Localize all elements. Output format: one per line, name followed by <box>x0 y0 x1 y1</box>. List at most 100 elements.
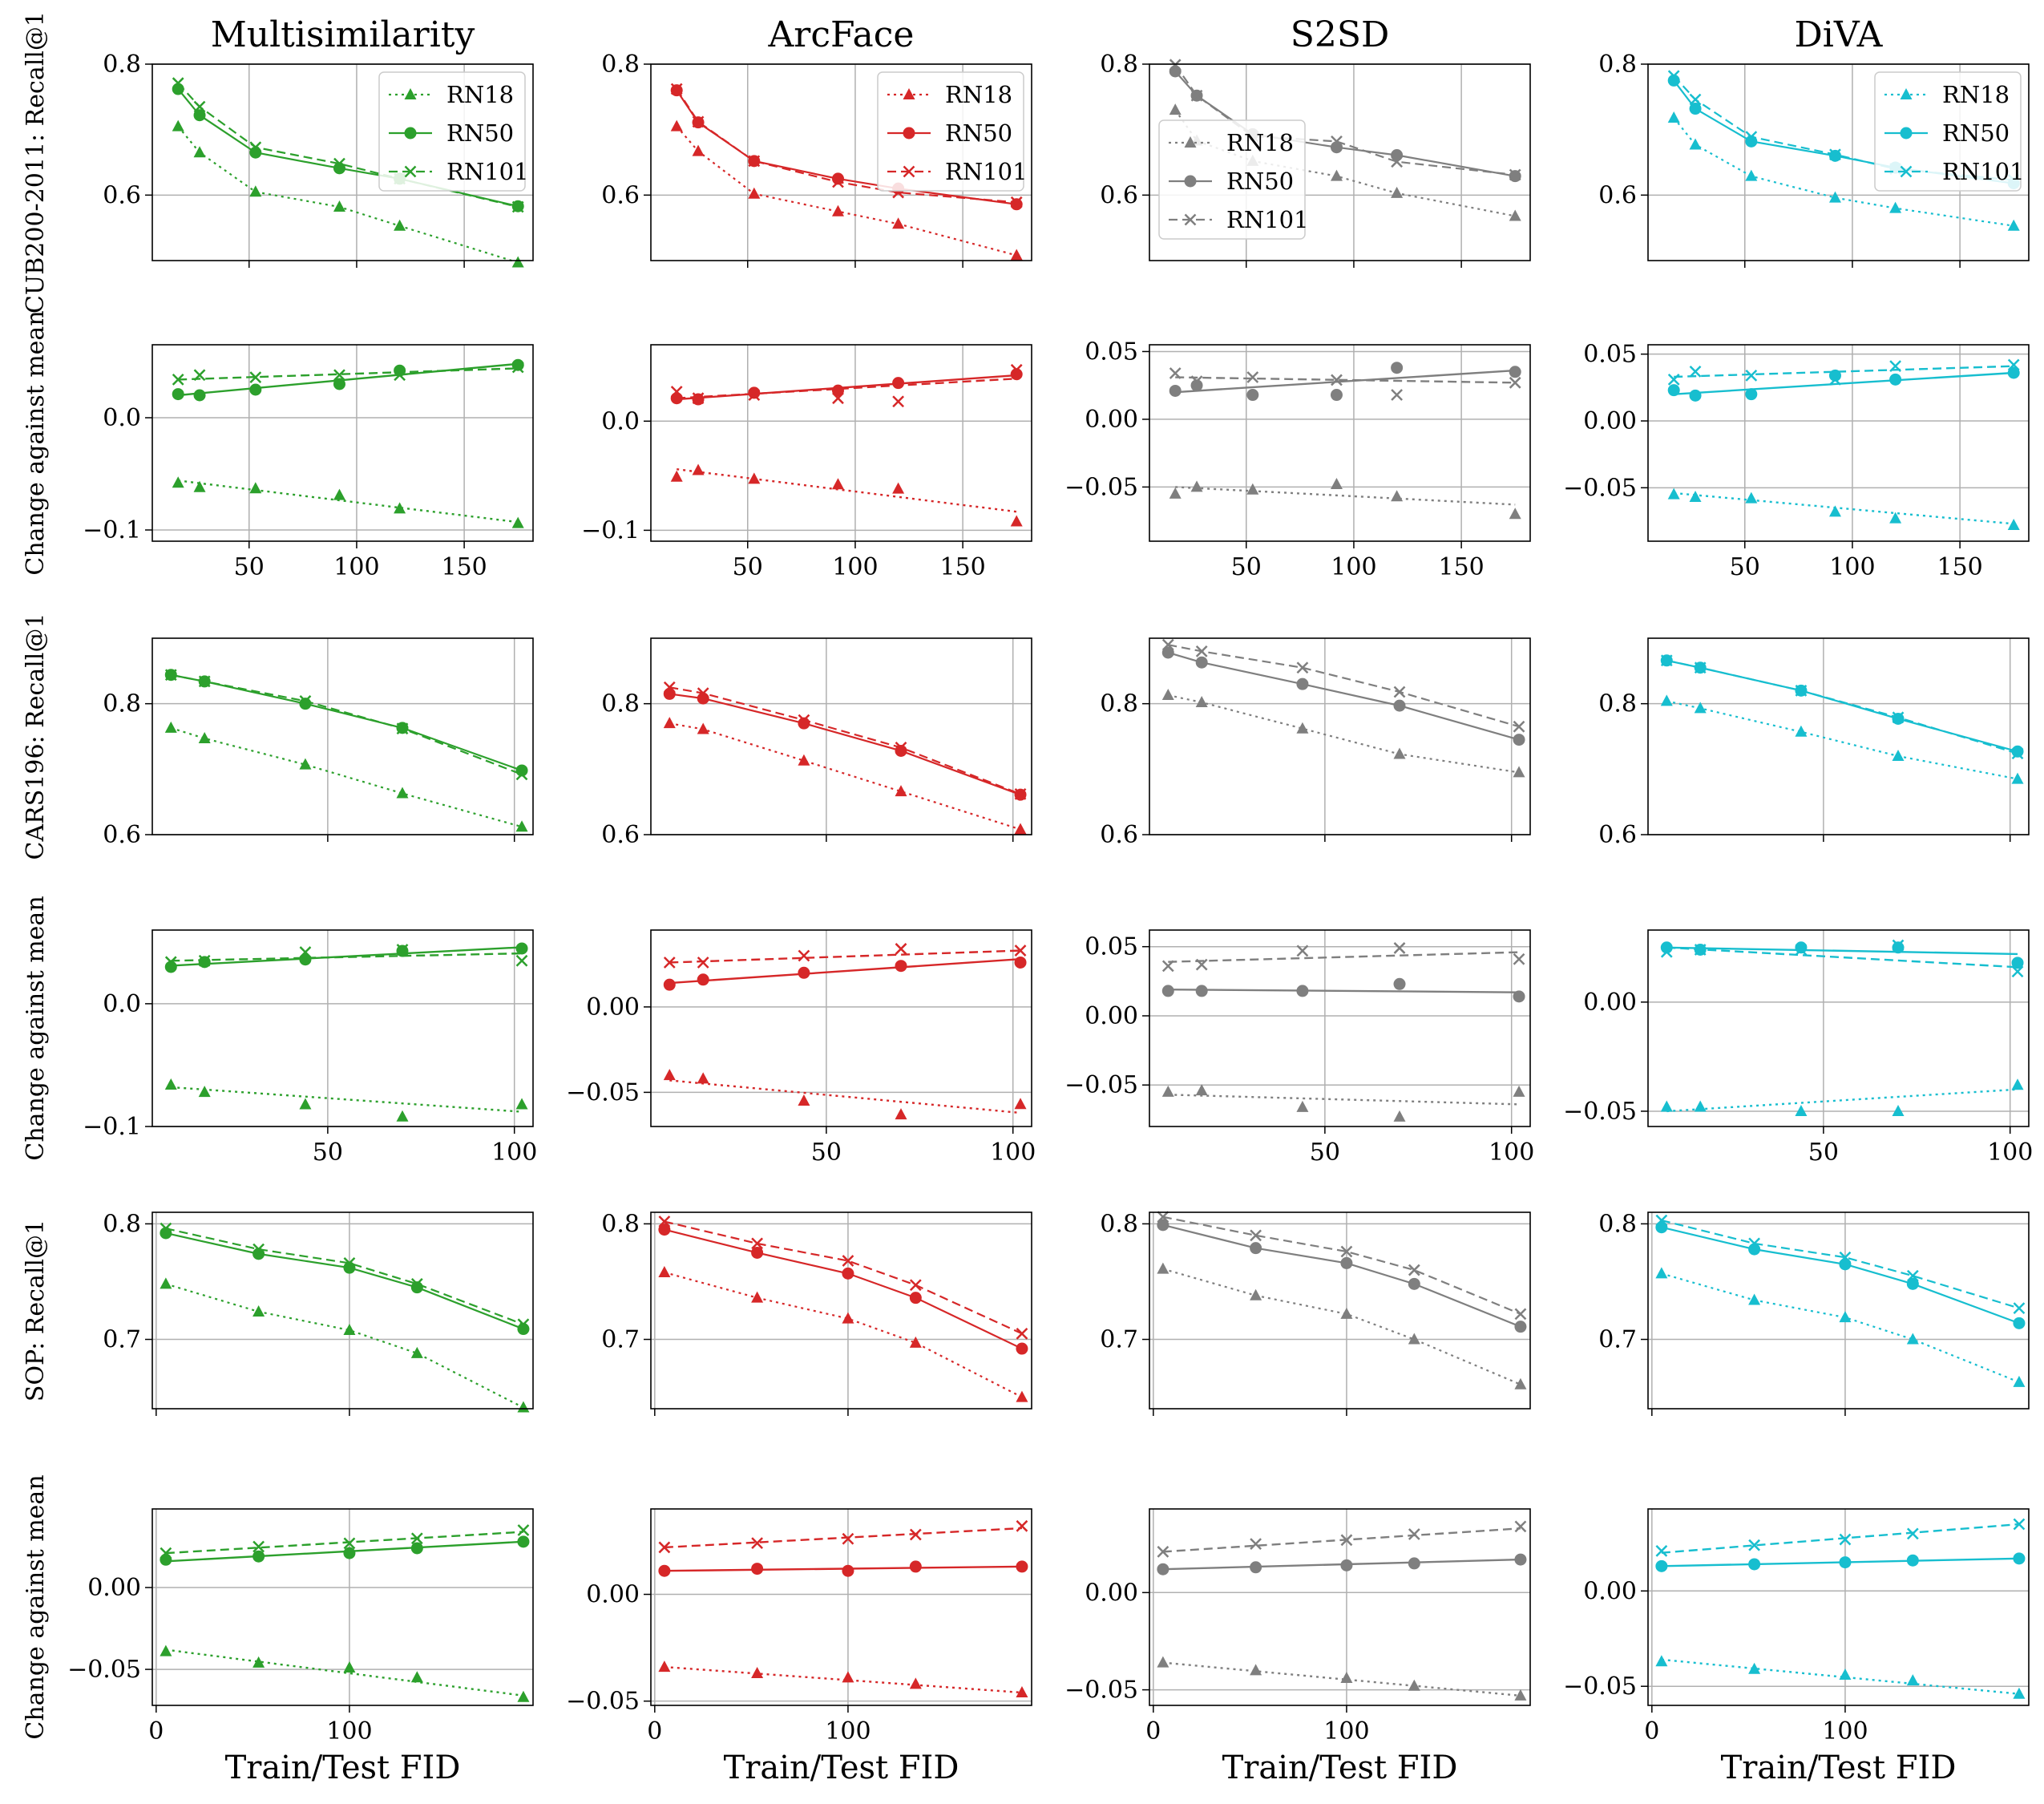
panel-cars196-recall-s2sd: 0.6 0.8 <box>1100 637 1531 849</box>
series-rn50 <box>1161 646 1525 746</box>
data-point-rn18 <box>1660 694 1673 706</box>
series-rn18 <box>670 119 1023 261</box>
axes-frame <box>1647 637 2030 835</box>
data-point-rn18 <box>1393 747 1406 759</box>
panel-cars196-recall-arcface: 0.6 0.8 <box>601 637 1032 849</box>
y-tick-label: 0.6 <box>1100 181 1138 209</box>
data-point-rn101 <box>1689 365 1702 378</box>
y-axis-label: CARS196: Recall@1 <box>22 613 50 860</box>
data-point-rn50 <box>1016 1342 1028 1355</box>
data-point-rn18 <box>892 217 905 229</box>
series-line-rn101 <box>676 88 1017 204</box>
data-point-rn50 <box>1157 1219 1169 1232</box>
data-point-rn101 <box>343 1537 356 1550</box>
legend-marker-rn18 <box>1184 136 1197 148</box>
data-point-rn101 <box>1010 196 1023 208</box>
y-tick-label: −0.05 <box>1064 1677 1138 1705</box>
panel-cars196-change-diva: 50 100 −0.05 0.00 <box>1563 929 2033 1167</box>
fit-line-rn101 <box>1175 376 1516 384</box>
data-point-rn50 <box>1514 1321 1527 1333</box>
data-point-rn18 <box>663 717 676 729</box>
data-point-rn18 <box>670 470 683 482</box>
data-point-rn18 <box>252 1656 265 1668</box>
data-point-rn18 <box>160 1277 172 1289</box>
data-point-rn101 <box>252 1243 265 1256</box>
data-point-rn101 <box>394 369 406 382</box>
series-line-rn101 <box>1162 1215 1521 1315</box>
data-point-rn101 <box>1667 373 1680 386</box>
data-point-rn101 <box>1340 1245 1353 1258</box>
panel-cub200-2011-recall-arcface: 0.6 0.8 RN18 RN50 RN101 <box>601 51 1032 268</box>
fit-line-rn50 <box>1168 988 1520 993</box>
data-point-rn18 <box>249 482 262 494</box>
data-point-rn50 <box>394 364 406 377</box>
x-tick-label: 100 <box>326 1717 372 1745</box>
x-tick-label: 100 <box>825 1717 871 1745</box>
data-point-rn18 <box>751 1291 764 1303</box>
data-point-rn50 <box>909 1560 922 1573</box>
data-point-rn101 <box>1514 1520 1527 1533</box>
data-point-rn101 <box>249 141 262 154</box>
y-tick-label: 0.8 <box>601 1210 640 1238</box>
axes-frame <box>1149 637 1531 835</box>
y-tick-label: 0.8 <box>1598 1210 1637 1238</box>
data-point-rn101 <box>1906 1527 1919 1540</box>
panel-cub200-2011-change-multisimilarity: 50 100 150 −0.1 0.0 Change against mean <box>22 310 534 581</box>
axes-frame <box>151 1211 534 1410</box>
data-point-rn18 <box>1509 209 1521 221</box>
data-point-rn50 <box>1393 699 1406 712</box>
y-tick-label: 0.8 <box>103 690 141 718</box>
data-point-rn50 <box>1340 1559 1353 1571</box>
axes-frame <box>1647 63 2030 261</box>
legend-label-rn101: RN101 <box>1226 206 1309 233</box>
fit-line-rn50 <box>1674 371 2014 395</box>
data-point-rn101 <box>2007 358 2020 371</box>
data-point-rn50 <box>1839 1556 1852 1569</box>
data-point-rn101 <box>299 946 312 958</box>
data-point-rn18 <box>515 1098 528 1110</box>
data-point-rn101 <box>832 392 844 405</box>
series-rn101 <box>1667 358 2020 386</box>
data-point-rn101 <box>198 954 211 967</box>
data-point-rn18 <box>160 1644 172 1656</box>
series-rn101 <box>172 361 524 386</box>
data-point-rn18 <box>1655 1655 1668 1667</box>
legend-label-rn101: RN101 <box>945 158 1028 185</box>
series-rn18 <box>1157 1262 1527 1389</box>
series-line-rn18 <box>1666 700 2018 780</box>
series-rn50 <box>670 368 1023 406</box>
axes-frame <box>650 637 1032 835</box>
y-tick-label: 0.7 <box>1100 1326 1138 1354</box>
data-point-rn50 <box>333 378 345 390</box>
y-axis-label: Change against mean <box>22 896 50 1160</box>
fit-line-rn18 <box>178 479 519 524</box>
data-point-rn18 <box>164 721 177 733</box>
panel-sop-recall-arcface: 0.7 0.8 <box>601 1210 1032 1416</box>
fit-line-rn101 <box>1168 951 1520 963</box>
y-tick-label: 0.0 <box>103 404 141 432</box>
series-rn18 <box>160 1644 530 1702</box>
axes-frame <box>151 929 534 1127</box>
data-point-rn101 <box>252 1540 265 1553</box>
data-point-rn50 <box>1246 389 1259 402</box>
series-rn18 <box>164 1078 528 1122</box>
fit-line-rn18 <box>664 1665 1023 1694</box>
data-point-rn18 <box>842 1312 854 1324</box>
data-point-rn18 <box>2013 1687 2026 1699</box>
y-tick-label: 0.0 <box>601 407 640 435</box>
y-tick-label: 0.8 <box>1100 1210 1138 1238</box>
data-point-rn101 <box>1393 686 1406 698</box>
data-point-rn18 <box>1014 1098 1027 1110</box>
data-point-rn18 <box>2007 519 2020 530</box>
fit-line-rn18 <box>1661 1658 2020 1695</box>
data-point-rn101 <box>1689 93 1702 106</box>
data-point-rn18 <box>1296 722 1309 734</box>
series-rn101 <box>1157 1211 1527 1321</box>
data-point-rn18 <box>1689 491 1702 502</box>
x-tick-label: 0 <box>1145 1717 1161 1745</box>
series-line-rn50 <box>1167 651 1520 741</box>
data-point-rn18 <box>1408 1333 1420 1345</box>
data-point-rn50 <box>1689 389 1702 402</box>
data-point-rn18 <box>1010 515 1023 527</box>
y-tick-label: 0.00 <box>586 1581 640 1609</box>
